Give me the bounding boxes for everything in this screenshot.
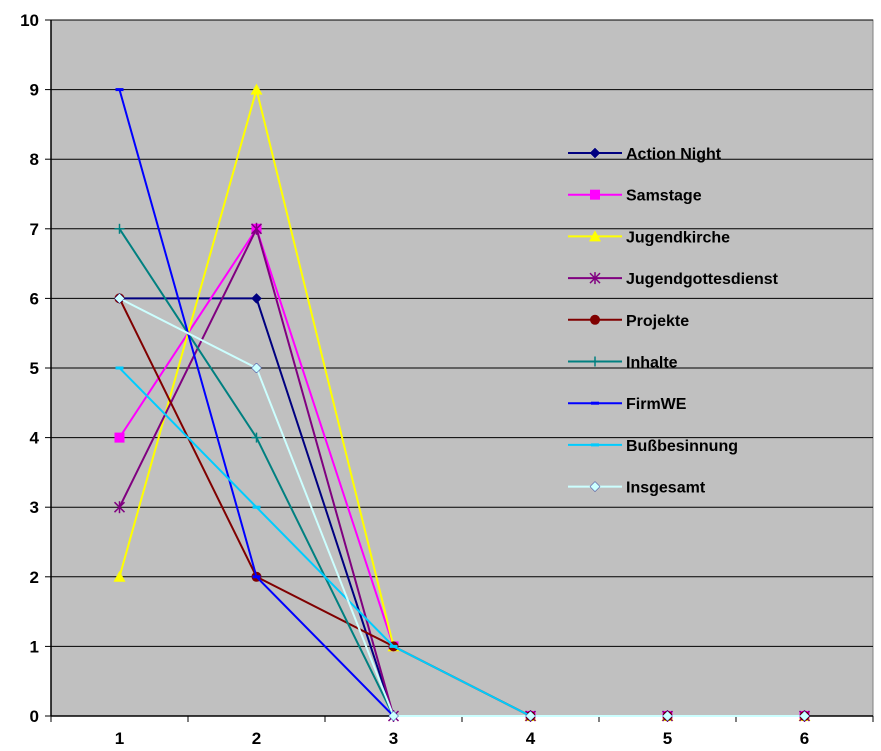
data-point-insgesamt bbox=[662, 710, 673, 722]
y-tick-label: 3 bbox=[30, 498, 39, 517]
series-insgesamt bbox=[114, 293, 810, 722]
legend: Action Night Samstage Jugendkirche Jugendgo… bbox=[568, 146, 779, 497]
data-point-bu-besinnung bbox=[115, 366, 124, 370]
legend-label: Jugendgottesdienst bbox=[626, 271, 779, 288]
legend-label: Bußbesinnung bbox=[626, 438, 738, 455]
data-point-insgesamt bbox=[525, 710, 536, 722]
x-tick-label: 2 bbox=[252, 729, 261, 748]
legend-item-action-night: Action Night bbox=[568, 146, 722, 163]
legend-swatch-marker bbox=[591, 443, 599, 447]
data-point-jugendgottesdienst bbox=[250, 222, 263, 235]
data-point-insgesamt bbox=[114, 293, 125, 304]
data-point-bu-besinnung bbox=[389, 644, 398, 648]
x-tick-label: 4 bbox=[526, 729, 536, 748]
series-group bbox=[113, 83, 811, 722]
x-tick-label: 5 bbox=[663, 729, 672, 748]
y-tick-label: 4 bbox=[30, 429, 40, 448]
data-point-jugendgottesdienst bbox=[113, 501, 126, 514]
data-point-jugendkirche bbox=[250, 83, 263, 95]
x-tick-label: 1 bbox=[115, 729, 124, 748]
legend-swatch-marker bbox=[589, 481, 601, 492]
data-point-inhalte bbox=[251, 432, 262, 443]
legend-label: FirmWE bbox=[626, 396, 687, 413]
data-point-insgesamt bbox=[388, 710, 399, 722]
legend-item-jugendgottesdienst: Jugendgottesdienst bbox=[568, 271, 779, 288]
data-point-firmwe bbox=[252, 575, 261, 579]
legend-swatch-marker bbox=[589, 230, 601, 242]
legend-label: Projekte bbox=[626, 313, 689, 330]
y-tick-label: 9 bbox=[30, 81, 39, 100]
y-tick-label: 1 bbox=[30, 637, 39, 656]
data-point-samstage bbox=[114, 432, 125, 443]
x-axis-ticks: 1 2 3 4 5 6 bbox=[50, 716, 874, 748]
legend-item-bu-besinnung: Bußbesinnung bbox=[568, 438, 738, 455]
y-tick-label: 10 bbox=[20, 11, 39, 30]
x-tick-label: 6 bbox=[800, 729, 809, 748]
legend-label: Inhalte bbox=[626, 355, 678, 372]
legend-swatch-marker bbox=[590, 356, 600, 367]
legend-swatch-marker bbox=[590, 314, 600, 325]
data-point-bu-besinnung bbox=[252, 505, 261, 509]
y-tick-label: 6 bbox=[30, 289, 39, 308]
series-line-insgesamt bbox=[119, 297, 805, 717]
y-tick-label: 2 bbox=[30, 568, 39, 587]
y-tick-label: 8 bbox=[30, 150, 39, 169]
legend-label: Insgesamt bbox=[626, 480, 706, 497]
data-point-insgesamt bbox=[799, 710, 810, 722]
legend-item-jugendkirche: Jugendkirche bbox=[568, 229, 730, 246]
x-tick-label: 3 bbox=[389, 729, 398, 748]
y-tick-label: 5 bbox=[30, 359, 39, 378]
y-tick-label: 0 bbox=[30, 707, 39, 726]
legend-item-firmwe: FirmWE bbox=[568, 396, 687, 413]
legend-swatch-marker bbox=[589, 147, 601, 159]
data-point-inhalte bbox=[114, 223, 125, 234]
legend-label: Action Night bbox=[626, 146, 722, 163]
legend-label: Jugendkirche bbox=[626, 229, 730, 246]
y-axis-ticks: 0 1 2 3 4 5 6 7 8 9 10 bbox=[20, 11, 51, 726]
gridlines bbox=[51, 19, 873, 647]
legend-swatch-marker bbox=[591, 401, 599, 405]
data-point-jugendkirche bbox=[113, 570, 126, 582]
legend-swatch-marker bbox=[589, 272, 601, 285]
data-point-action-night bbox=[251, 293, 262, 304]
legend-swatch-marker bbox=[590, 189, 600, 200]
legend-item-inhalte: Inhalte bbox=[568, 355, 678, 372]
legend-label: Samstage bbox=[626, 188, 702, 205]
legend-item-projekte: Projekte bbox=[568, 313, 689, 330]
legend-item-samstage: Samstage bbox=[568, 188, 702, 205]
data-point-firmwe bbox=[115, 88, 124, 92]
y-tick-label: 7 bbox=[30, 220, 39, 239]
data-point-insgesamt bbox=[251, 362, 262, 374]
legend-item-insgesamt: Insgesamt bbox=[568, 480, 706, 497]
